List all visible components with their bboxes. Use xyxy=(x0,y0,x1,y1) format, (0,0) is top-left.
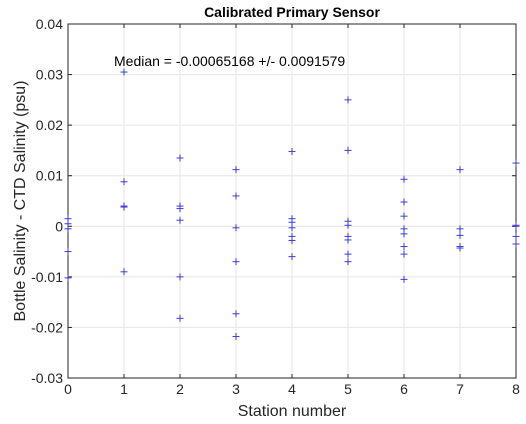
data-point xyxy=(400,212,408,220)
x-tick-label: 0 xyxy=(64,381,72,397)
data-point xyxy=(400,230,408,238)
data-point xyxy=(400,175,408,183)
median-annotation: Median = -0.00065168 +/- 0.0091579 xyxy=(114,53,345,69)
data-point xyxy=(400,243,408,251)
x-tick-label: 7 xyxy=(456,381,464,397)
data-point xyxy=(120,203,128,211)
axis-ticks: 0 1 2 3 4 5 6 7 8 -0.03 -0.02 -0.01 0 0.01 0.02 0.03 0.0… xyxy=(31,16,520,397)
data-point xyxy=(512,222,520,230)
data-point xyxy=(512,232,520,240)
data-point xyxy=(64,248,72,256)
y-tick-label: 0 xyxy=(55,218,63,234)
data-point xyxy=(120,68,128,76)
data-point xyxy=(232,333,240,341)
data-point xyxy=(456,244,464,252)
data-point xyxy=(232,166,240,174)
y-tick-label: -0.01 xyxy=(31,269,63,285)
data-point xyxy=(64,225,72,233)
data-point xyxy=(232,192,240,200)
y-tick-label: 0.01 xyxy=(36,168,63,184)
x-tick-label: 3 xyxy=(232,381,240,397)
data-point xyxy=(344,146,352,154)
x-axis-label: Station number xyxy=(238,403,347,420)
data-point xyxy=(176,216,184,224)
data-point xyxy=(456,231,464,239)
data-point xyxy=(176,314,184,322)
x-tick-label: 5 xyxy=(344,381,352,397)
x-tick-label: 2 xyxy=(176,381,184,397)
y-tick-label: 0.03 xyxy=(36,67,63,83)
data-point xyxy=(288,236,296,244)
data-points xyxy=(64,68,520,341)
y-tick-label: 0.02 xyxy=(36,117,63,133)
x-tick-label: 6 xyxy=(400,381,408,397)
data-point xyxy=(512,240,520,248)
y-tick-label: -0.02 xyxy=(31,319,63,335)
data-point xyxy=(344,96,352,104)
x-tick-label: 1 xyxy=(120,381,128,397)
x-tick-label: 4 xyxy=(288,381,296,397)
data-point xyxy=(344,221,352,229)
data-point xyxy=(400,198,408,206)
data-point xyxy=(176,205,184,213)
y-axis-label: Bottle Salinity - CTD Salinity (psu) xyxy=(12,81,29,322)
data-point xyxy=(344,258,352,266)
data-point xyxy=(64,274,72,282)
data-point xyxy=(120,178,128,186)
x-tick-label: 8 xyxy=(512,381,520,397)
data-point xyxy=(400,250,408,258)
data-point xyxy=(232,310,240,318)
data-point xyxy=(288,253,296,261)
y-tick-label: -0.03 xyxy=(31,370,63,386)
data-point xyxy=(288,224,296,232)
data-point xyxy=(120,268,128,276)
data-point xyxy=(344,250,352,258)
chart-title: Calibrated Primary Sensor xyxy=(204,4,380,20)
data-point xyxy=(512,159,520,167)
data-point xyxy=(288,147,296,155)
data-point xyxy=(176,273,184,281)
data-point xyxy=(232,258,240,266)
data-point xyxy=(400,275,408,283)
data-point xyxy=(344,236,352,244)
y-tick-label: 0.04 xyxy=(36,16,63,32)
data-point xyxy=(176,154,184,162)
data-point xyxy=(456,166,464,174)
data-point xyxy=(456,225,464,233)
data-point xyxy=(232,224,240,232)
